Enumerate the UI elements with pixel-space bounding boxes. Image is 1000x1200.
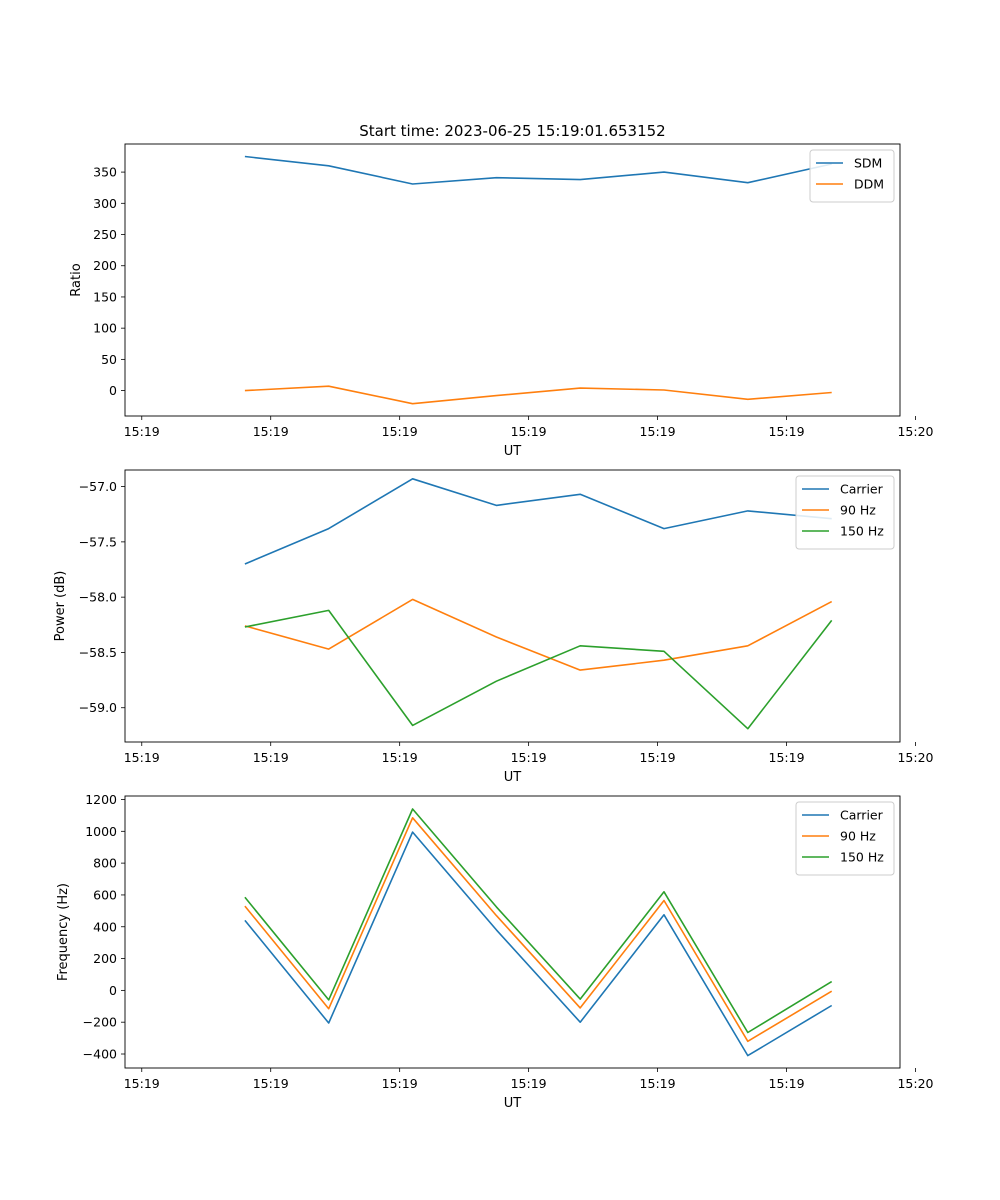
x-tick-label: 15:20 <box>897 1076 933 1091</box>
legend: Carrier 90 Hz 150 Hz <box>795 801 895 876</box>
x-tick-label: 15:20 <box>897 750 933 765</box>
chart-panel-3: 15:19 15:19 15:19 15:19 15:19 15:19 15:20 −400 −… <box>56 792 934 1111</box>
y-tick-label: 100 <box>93 321 117 336</box>
x-tick-label: 15:19 <box>124 424 160 439</box>
x-tick-label: 15:19 <box>511 424 547 439</box>
y-axis-label: Frequency (Hz) <box>56 883 71 981</box>
series-line-150-hz <box>244 609 833 730</box>
y-tick-label: −57.5 <box>79 534 117 549</box>
x-tick-label: 15:19 <box>382 1076 418 1091</box>
legend-label-90-hz: 90 Hz <box>840 503 876 518</box>
y-tick-label: 200 <box>93 951 117 966</box>
x-tick-label: 15:19 <box>769 424 805 439</box>
legend-label-sdm: SDM <box>854 156 882 171</box>
x-tick-label: 15:19 <box>253 1076 289 1091</box>
x-tick-label: 15:19 <box>640 1076 676 1091</box>
y-tick-label: −57.0 <box>79 479 117 494</box>
y-tick-label: 350 <box>93 165 117 180</box>
x-tick-label: 15:20 <box>897 424 933 439</box>
legend-label-ddm: DDM <box>854 177 884 192</box>
legend-label-150-hz: 150 Hz <box>840 850 884 865</box>
series-line-sdm <box>244 155 832 185</box>
x-tick-label: 15:19 <box>640 750 676 765</box>
y-tick-label: 250 <box>93 227 117 242</box>
series-line-90-hz <box>244 598 833 671</box>
series-line-carrier <box>244 477 832 565</box>
x-tick-label: 15:19 <box>124 750 160 765</box>
legend-label-carrier: Carrier <box>840 482 884 497</box>
y-tick-label: 1200 <box>85 792 117 807</box>
y-tick-label: −400 <box>83 1047 117 1062</box>
y-tick-label: 150 <box>93 289 117 304</box>
x-tick-label: 15:19 <box>511 750 547 765</box>
y-axis-label: Ratio <box>69 263 84 296</box>
series-line-carrier <box>244 831 833 1057</box>
y-tick-label: −59.0 <box>79 700 117 715</box>
plot-frame <box>124 469 901 743</box>
legend: SDM DDM <box>809 149 895 203</box>
x-tick-label: 15:19 <box>769 750 805 765</box>
x-tick-label: 15:19 <box>769 1076 805 1091</box>
chart-title: Start time: 2023-06-25 15:19:01.653152 <box>359 122 665 140</box>
y-tick-label: 50 <box>101 352 117 367</box>
x-axis-label: UT <box>504 1096 522 1111</box>
chart-panel-1: 15:19 15:19 15:19 15:19 15:19 15:19 15:20 0 50 10… <box>69 143 934 459</box>
y-tick-label: −58.5 <box>79 645 117 660</box>
x-tick-label: 15:19 <box>382 750 418 765</box>
y-axis-label: Power (dB) <box>53 571 68 642</box>
x-tick-label: 15:19 <box>253 424 289 439</box>
y-tick-label: 200 <box>93 258 117 273</box>
x-axis-label: UT <box>504 770 522 785</box>
x-axis-label: UT <box>504 444 522 459</box>
x-tick-label: 15:19 <box>382 424 418 439</box>
plot-frame <box>124 795 901 1069</box>
x-tick-label: 15:19 <box>253 750 289 765</box>
y-tick-label: 0 <box>109 383 117 398</box>
y-tick-label: 800 <box>93 856 117 871</box>
legend-label-90-hz: 90 Hz <box>840 829 876 844</box>
y-tick-label: −200 <box>83 1015 117 1030</box>
plot-frame <box>124 143 901 417</box>
x-tick-label: 15:19 <box>640 424 676 439</box>
series-line-ddm <box>244 385 832 405</box>
y-tick-label: 600 <box>93 887 117 902</box>
chart-panel-2: 15:19 15:19 15:19 15:19 15:19 15:19 15:20 −59.0… <box>53 469 934 785</box>
series-line-150-hz <box>244 808 833 1034</box>
legend-label-carrier: Carrier <box>840 808 884 823</box>
x-tick-label: 15:19 <box>124 1076 160 1091</box>
legend: Carrier 90 Hz 150 Hz <box>795 475 895 550</box>
legend-label-150-hz: 150 Hz <box>840 524 884 539</box>
series-line-90-hz <box>244 816 833 1043</box>
y-tick-label: 0 <box>109 983 117 998</box>
y-tick-label: 400 <box>93 919 117 934</box>
y-tick-label: 1000 <box>85 824 117 839</box>
y-tick-label: −58.0 <box>79 590 117 605</box>
x-tick-label: 15:19 <box>511 1076 547 1091</box>
y-tick-label: 300 <box>93 196 117 211</box>
